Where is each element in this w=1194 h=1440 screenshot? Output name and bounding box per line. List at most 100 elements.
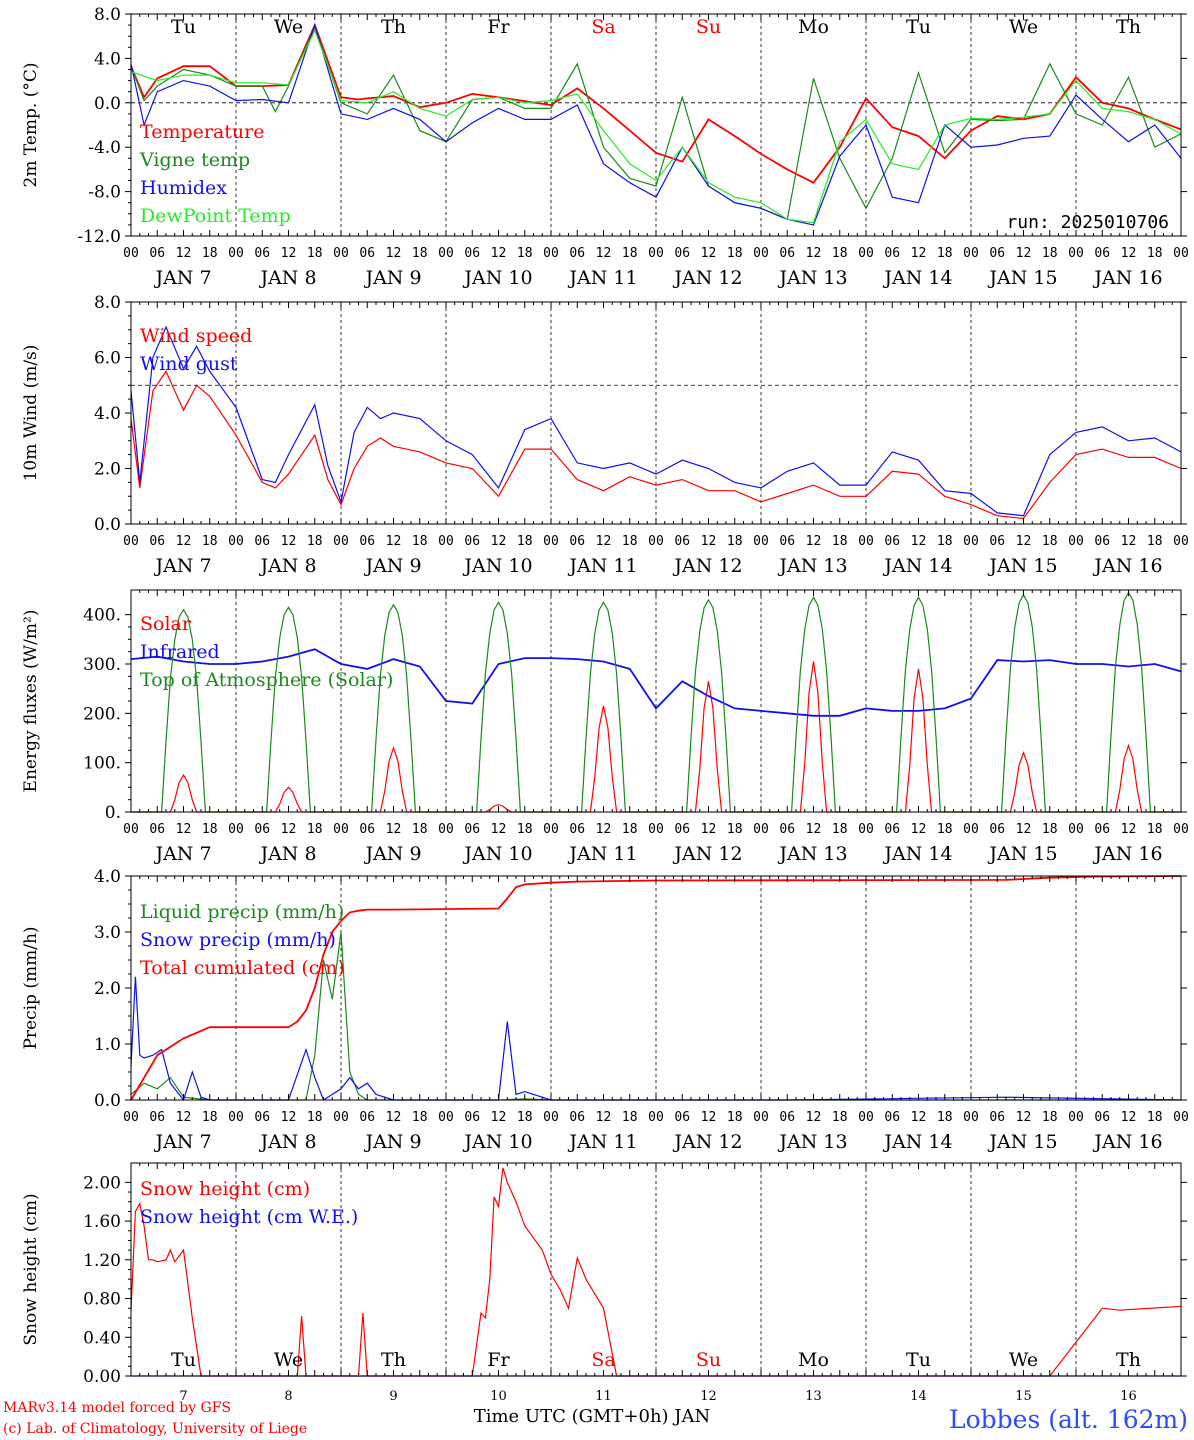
weekday-label: We	[274, 1349, 303, 1371]
x-hour-tick-label: 18	[1147, 1110, 1163, 1125]
x-hour-tick-label: 18	[412, 1110, 428, 1125]
x-hour-tick-label: 12	[911, 246, 927, 261]
x-day-number: 14	[910, 1389, 927, 1404]
series-line-dewpoint-temp	[130, 29, 1182, 224]
x-hour-tick-label: 12	[281, 822, 297, 837]
x-hour-tick-label: 12	[491, 534, 507, 549]
x-day-label: JAN 8	[258, 555, 316, 577]
x-hour-tick-label: 12	[176, 822, 192, 837]
weekday-label: Th	[381, 1349, 406, 1371]
x-hour-tick-label: 06	[359, 822, 375, 837]
y-tick-label: 6.0	[94, 349, 121, 369]
x-day-label: JAN 14	[882, 843, 952, 865]
x-day-label: JAN 11	[567, 267, 637, 289]
x-day-label: JAN 10	[462, 267, 532, 289]
x-day-label: JAN 16	[1092, 843, 1162, 865]
x-hour-tick-label: 06	[254, 246, 270, 261]
legend-entry: Humidex	[140, 177, 227, 199]
x-hour-tick-label: 12	[281, 246, 297, 261]
weekday-label: Th	[381, 16, 406, 38]
x-hour-tick-label: 18	[727, 822, 743, 837]
x-day-label: JAN 15	[987, 555, 1057, 577]
x-hour-tick-label: 12	[911, 822, 927, 837]
x-day-number: 11	[595, 1389, 612, 1404]
legend-entry: Liquid precip (mm/h)	[140, 901, 344, 923]
weekday-label: We	[1009, 16, 1038, 38]
run-label: run: 2025010706	[1006, 212, 1169, 233]
x-hour-tick-label: 12	[701, 534, 717, 549]
x-hour-tick-label: 18	[727, 246, 743, 261]
x-hour-tick-label: 12	[911, 534, 927, 549]
y-tick-label: 0.00	[83, 1367, 121, 1387]
x-day-number: 7	[179, 1389, 187, 1404]
x-day-number: 12	[700, 1389, 717, 1404]
y-axis-label: 2m Temp. (°C)	[21, 62, 41, 187]
x-hour-tick-label: 06	[464, 534, 480, 549]
credits-model: MARv3.14 model forced by GFS	[3, 1400, 231, 1416]
x-hour-tick-label: 18	[937, 1110, 953, 1125]
x-hour-tick-label: 00	[1068, 534, 1084, 549]
x-hour-tick-label: 06	[359, 246, 375, 261]
x-hour-tick-label: 18	[412, 822, 428, 837]
x-hour-tick-label: 06	[779, 822, 795, 837]
y-tick-label: 100.	[83, 754, 121, 774]
series-line-humidex	[130, 23, 1182, 226]
panel-5: 2.00 1.60 1.20 0.80 0.40 0.00 Snow height (cm)…	[21, 1162, 1187, 1404]
x-hour-tick-label: 00	[753, 534, 769, 549]
x-hour-tick-label: 18	[937, 246, 953, 261]
panels: 8.0 4.0 0.0 -4.0 -8.0 -12.0 2m Temp. (°C) 00 06 1…	[21, 5, 1189, 1404]
y-tick-label: 2.00	[83, 1173, 121, 1193]
x-hour-tick-label: 12	[491, 822, 507, 837]
x-hour-tick-label: 00	[333, 246, 349, 261]
x-day-label: JAN 15	[987, 843, 1057, 865]
panel-2: 8.0 6.0 4.0 2.0 0.0 10m Wind (m/s) 00 06 12 18 00 0…	[21, 293, 1189, 577]
y-tick-label: 200.	[83, 704, 121, 724]
y-tick-label: 2.0	[94, 460, 121, 480]
x-hour-tick-label: 18	[937, 534, 953, 549]
x-hour-tick-label: 06	[674, 246, 690, 261]
station-name: Lobbes (alt. 162m)	[949, 1405, 1188, 1434]
x-hour-tick-label: 12	[701, 822, 717, 837]
legend-entry: Vigne temp	[139, 149, 250, 171]
x-hour-tick-label: 00	[1173, 1110, 1189, 1125]
panel-1: 8.0 4.0 0.0 -4.0 -8.0 -12.0 2m Temp. (°C) 00 06 1…	[21, 5, 1189, 289]
x-day-label: JAN 9	[363, 1131, 421, 1153]
x-hour-tick-label: 00	[1068, 1110, 1084, 1125]
x-hour-tick-label: 06	[779, 534, 795, 549]
y-tick-label: 4.0	[94, 404, 121, 424]
x-day-label: JAN 11	[567, 1131, 637, 1153]
x-hour-tick-label: 06	[569, 534, 585, 549]
y-tick-label: 300.	[83, 655, 121, 675]
x-day-label: JAN 12	[672, 555, 742, 577]
x-day-label: JAN 15	[987, 267, 1057, 289]
x-hour-tick-label: 18	[622, 534, 638, 549]
x-hour-tick-label: 06	[1094, 246, 1110, 261]
x-hour-tick-label: 00	[1173, 246, 1189, 261]
x-hour-tick-label: 06	[779, 1110, 795, 1125]
x-hour-tick-label: 06	[1094, 534, 1110, 549]
x-hour-tick-label: 06	[254, 534, 270, 549]
x-hour-tick-label: 00	[1173, 534, 1189, 549]
x-hour-tick-label: 12	[596, 534, 612, 549]
x-day-number: 15	[1015, 1389, 1032, 1404]
x-hour-tick-label: 00	[123, 1110, 139, 1125]
x-hour-tick-label: 00	[858, 1110, 874, 1125]
x-hour-tick-label: 18	[1042, 1110, 1058, 1125]
x-hour-tick-label: 00	[648, 534, 664, 549]
x-day-label: JAN 13	[777, 843, 847, 865]
series-line-wind-speed	[130, 370, 1182, 520]
x-hour-tick-label: 12	[911, 1110, 927, 1125]
x-hour-tick-label: 06	[464, 246, 480, 261]
x-hour-tick-label: 12	[491, 1110, 507, 1125]
x-hour-tick-label: 12	[386, 246, 402, 261]
x-hour-tick-label: 00	[228, 1110, 244, 1125]
x-hour-tick-label: 06	[149, 822, 165, 837]
weekday-label: Fr	[487, 16, 510, 38]
x-hour-tick-label: 06	[884, 822, 900, 837]
x-hour-tick-label: 06	[254, 1110, 270, 1125]
series-line-wind-gust	[130, 325, 1182, 517]
x-hour-tick-label: 18	[937, 822, 953, 837]
weekday-label: We	[274, 16, 303, 38]
x-hour-tick-label: 00	[228, 534, 244, 549]
x-hour-tick-label: 12	[386, 822, 402, 837]
